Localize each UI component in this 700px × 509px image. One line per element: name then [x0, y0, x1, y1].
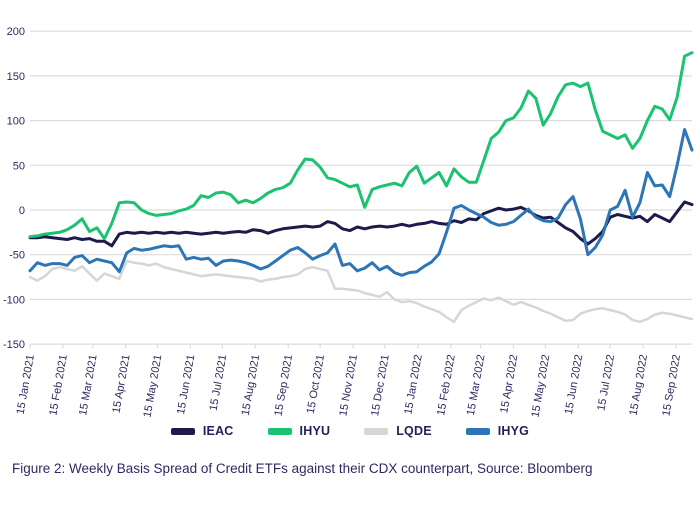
y-tick-label: 0	[19, 205, 25, 217]
x-tick-label: 15 Sep 2021	[272, 354, 295, 418]
series-line-ihyu	[28, 51, 694, 241]
x-tick-label: 15 Jan 2022	[402, 354, 424, 416]
legend: IEAC IHYU LQDE IHYG	[0, 424, 700, 438]
x-tick-label: 15 Jul 2021	[208, 354, 230, 412]
legend-swatch-ieac	[170, 427, 195, 435]
x-tick-label: 15 Mar 2022	[465, 354, 488, 417]
legend-item-lqde: LQDE	[364, 424, 432, 438]
x-tick-label: 15 Jun 2021	[175, 354, 197, 416]
legend-swatch-ihyg	[465, 427, 490, 435]
series-line-ieac	[28, 200, 694, 248]
x-tick-label: 15 Feb 2021	[47, 354, 70, 417]
x-tick-label: 15 Sep 2022	[660, 354, 683, 418]
x-tick-label: 15 Jun 2022	[563, 354, 585, 416]
y-tick-label: 100	[7, 116, 25, 128]
x-tick-label: 15 Jan 2021	[15, 354, 37, 416]
x-tick-label: 15 Aug 2021	[240, 354, 263, 417]
legend-label: IEAC	[202, 424, 234, 438]
x-tick-label: 15 Apr 2021	[110, 354, 132, 415]
x-tick-label: 15 Aug 2022	[628, 354, 651, 417]
legend-label: LQDE	[396, 424, 432, 438]
series-line-ihyg	[28, 128, 694, 277]
x-tick-label: 15 Jul 2022	[595, 354, 617, 412]
legend-item-ihyg: IHYG	[465, 424, 530, 438]
legend-item-ieac: IEAC	[170, 424, 234, 438]
legend-label: IHYU	[299, 424, 331, 438]
series-line-lqde	[28, 259, 694, 324]
x-tick-label: 15 May 2022	[529, 354, 552, 419]
x-tick-label: 15 Feb 2022	[435, 354, 458, 417]
x-tick-label: 15 Nov 2021	[337, 354, 360, 418]
x-tick-label: 15 Oct 2021	[305, 354, 327, 415]
basis-spread-line-chart: 200 150 100 50 0 -50 -100 -150 15 Jan 2021 15 Feb…	[3, 26, 694, 419]
x-tick-label: 15 Dec 2021	[369, 354, 392, 418]
y-tick-label: -50	[9, 250, 25, 262]
figure-caption: Figure 2: Weekly Basis Spread of Credit …	[12, 461, 593, 476]
y-tick-label: 150	[7, 71, 25, 83]
x-tick-label: 15 May 2021	[142, 354, 165, 419]
legend-label: IHYG	[497, 424, 530, 438]
y-tick-label: -100	[3, 294, 25, 306]
x-tick-label: 15 Apr 2022	[498, 354, 520, 415]
y-tick-label: 50	[13, 160, 25, 172]
legend-swatch-ihyu	[267, 427, 292, 435]
y-tick-label: 200	[7, 26, 25, 38]
y-tick-label: -150	[3, 339, 25, 351]
legend-item-ihyu: IHYU	[267, 424, 331, 438]
x-tick-label: 15 Mar 2021	[77, 354, 100, 417]
legend-swatch-lqde	[364, 427, 389, 435]
